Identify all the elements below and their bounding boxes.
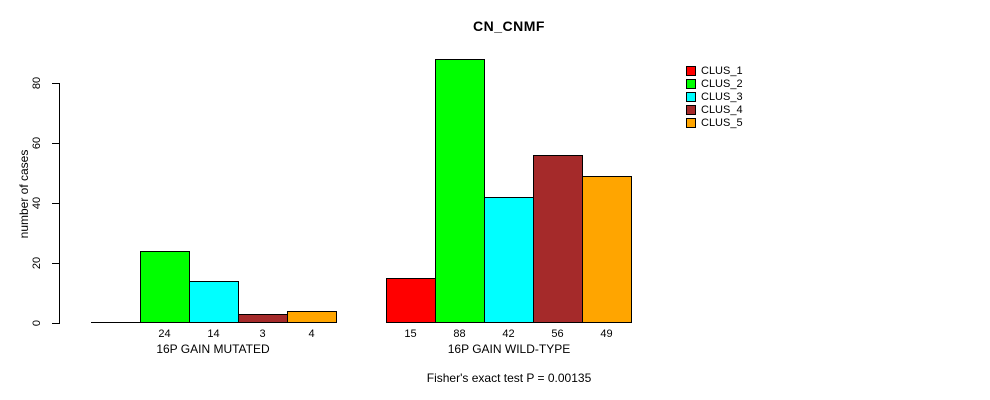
y-tick-label-20: 20 <box>31 256 43 270</box>
legend-label: CLUS_5 <box>701 117 743 129</box>
bar-value-label: 56 <box>551 328 564 340</box>
bar-value-label: 49 <box>600 328 613 340</box>
bar-clus_4-group2 <box>533 155 583 323</box>
bar-clus_5-group1 <box>287 311 337 323</box>
y-tick-label-40: 40 <box>31 196 43 210</box>
bar-clus_3-group1 <box>189 281 239 323</box>
legend-swatch-clus_3 <box>686 92 696 102</box>
bar-clus_1-group2 <box>386 278 436 323</box>
y-axis-label: number of cases <box>17 149 31 239</box>
legend-swatch-clus_4 <box>686 105 696 115</box>
bar-value-label: 24 <box>158 328 171 340</box>
bar-value-label: 4 <box>308 328 315 340</box>
y-tick-label-60: 60 <box>31 136 43 150</box>
caption: Fisher's exact test P = 0.00135 <box>426 371 592 385</box>
y-tick-label-80: 80 <box>31 76 43 90</box>
y-tick-20 <box>52 263 59 264</box>
y-tick-80 <box>52 83 59 84</box>
y-tick-40 <box>52 203 59 204</box>
bar-value-label: 15 <box>404 328 417 340</box>
group-label-mutated: 16P GAIN MUTATED <box>156 342 270 356</box>
y-axis-line <box>59 83 60 324</box>
legend-label: CLUS_3 <box>701 91 743 103</box>
group-label-wildtype: 16P GAIN WILD-TYPE <box>447 342 571 356</box>
bar-value-label: 88 <box>453 328 466 340</box>
legend-label: CLUS_4 <box>701 104 743 116</box>
legend-swatch-clus_1 <box>686 66 696 76</box>
bar-clus_2-group1 <box>140 251 190 323</box>
y-tick-label-0: 0 <box>31 319 43 327</box>
bar-clus_3-group2 <box>484 197 534 323</box>
legend-swatch-clus_5 <box>686 118 696 128</box>
bar-clus_1-group1-zero <box>91 322 141 323</box>
bar-value-label: 3 <box>259 328 266 340</box>
chart-title: CN_CNMF <box>473 18 545 34</box>
legend-label: CLUS_1 <box>701 65 743 77</box>
bar-clus_2-group2 <box>435 59 485 323</box>
bar-clus_5-group2 <box>582 176 632 323</box>
y-tick-60 <box>52 143 59 144</box>
legend-label: CLUS_2 <box>701 78 743 90</box>
y-tick-0 <box>52 323 59 324</box>
bar-value-label: 42 <box>502 328 515 340</box>
bar-value-label: 14 <box>207 328 220 340</box>
legend-swatch-clus_2 <box>686 79 696 89</box>
bar-clus_4-group1 <box>238 314 288 323</box>
